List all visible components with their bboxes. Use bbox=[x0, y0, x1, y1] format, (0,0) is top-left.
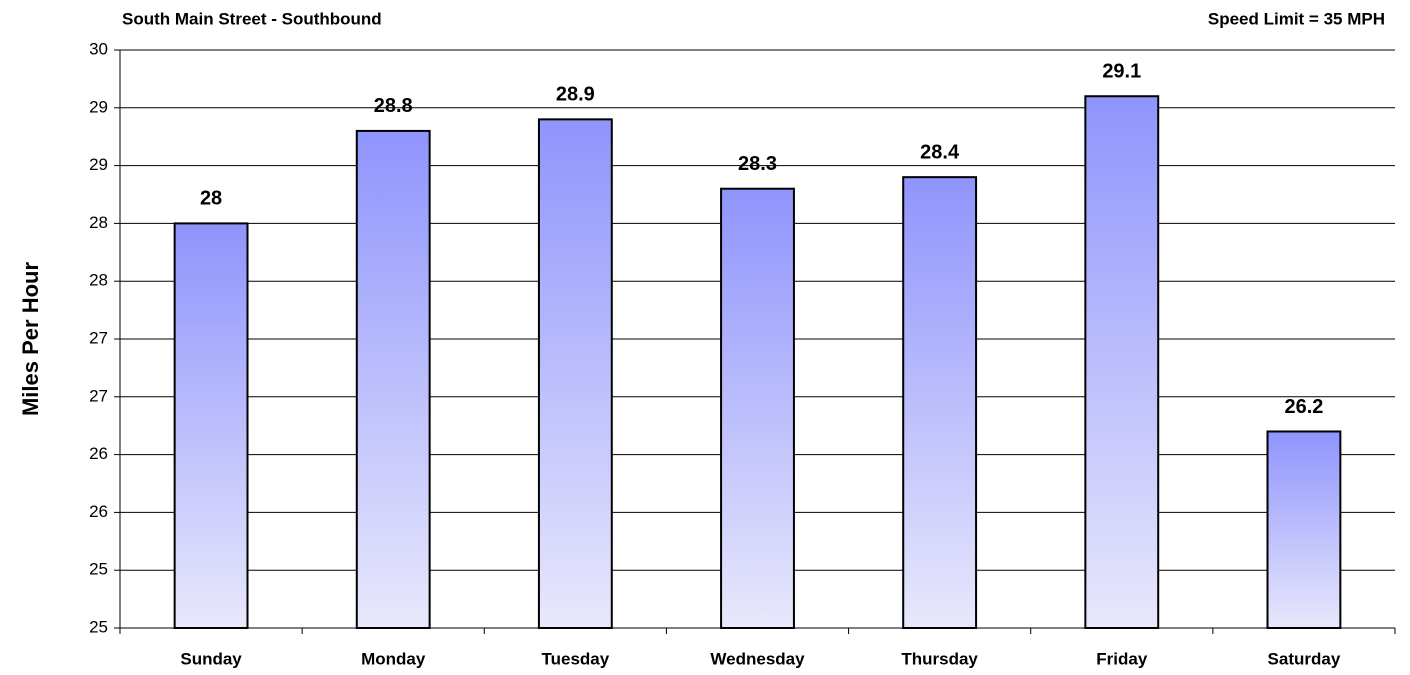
y-tick-label: 26 bbox=[89, 444, 108, 463]
data-label: 28.3 bbox=[738, 153, 777, 175]
y-tick-label: 27 bbox=[89, 386, 108, 405]
x-tick-label: Thursday bbox=[901, 649, 978, 668]
y-tick-label: 25 bbox=[89, 560, 108, 579]
y-tick-label: 27 bbox=[89, 328, 108, 347]
chart-title: South Main Street - Southbound bbox=[122, 9, 382, 28]
x-tick-label: Wednesday bbox=[710, 649, 805, 668]
bar bbox=[173, 222, 249, 629]
bar bbox=[1084, 95, 1160, 630]
y-tick-label: 26 bbox=[89, 502, 108, 521]
x-tick-label: Sunday bbox=[180, 649, 242, 668]
x-tick-label: Monday bbox=[361, 649, 426, 668]
data-label: 28.9 bbox=[556, 84, 595, 106]
y-axis-label: Miles Per Hour bbox=[18, 262, 43, 416]
bar bbox=[1266, 430, 1342, 630]
y-tick-label: 25 bbox=[89, 617, 108, 636]
y-tick-label: 28 bbox=[89, 213, 108, 232]
data-label: 28.8 bbox=[374, 95, 413, 117]
y-tick-label: 28 bbox=[89, 271, 108, 290]
bar bbox=[720, 187, 795, 629]
bar bbox=[902, 176, 978, 629]
y-tick-label: 30 bbox=[89, 39, 108, 58]
data-label: 28 bbox=[200, 188, 222, 210]
data-label: 28.4 bbox=[920, 141, 960, 163]
x-tick-label: Saturday bbox=[1268, 649, 1341, 668]
x-tick-label: Tuesday bbox=[541, 649, 609, 668]
data-label: 29.1 bbox=[1102, 61, 1141, 83]
chart-subtitle: Speed Limit = 35 MPH bbox=[1208, 9, 1385, 28]
y-tick-label: 29 bbox=[89, 155, 108, 174]
bar bbox=[537, 118, 613, 630]
data-label: 26.2 bbox=[1284, 396, 1323, 418]
bar bbox=[355, 129, 431, 629]
y-tick-label: 29 bbox=[89, 97, 108, 116]
x-tick-label: Friday bbox=[1096, 649, 1148, 668]
